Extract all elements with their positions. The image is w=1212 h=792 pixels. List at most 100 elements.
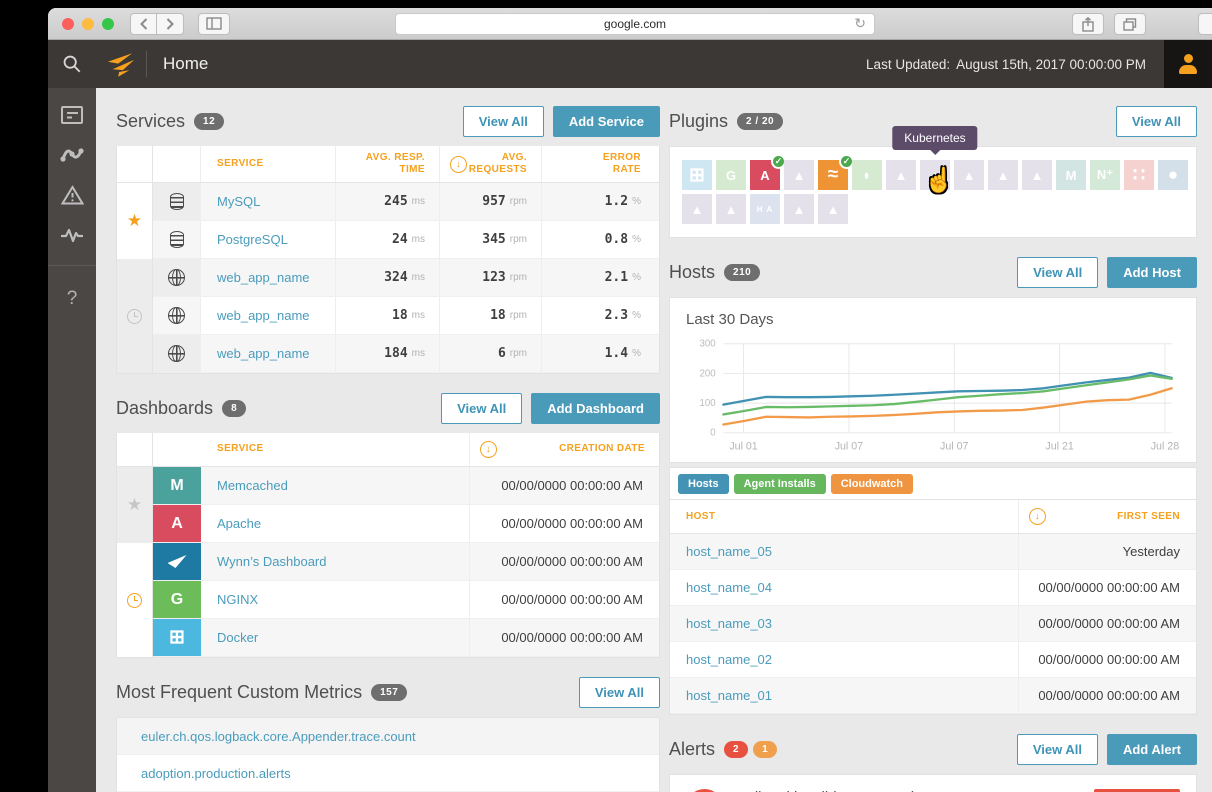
clock-icon[interactable] (127, 308, 142, 324)
plugin-tile[interactable]: H A ✓ ☝ (750, 194, 780, 224)
dashboard-tile-icon (153, 543, 201, 580)
chart-title: Last 30 Days (686, 311, 774, 328)
star-icon[interactable]: ★ (126, 495, 143, 514)
metric-link[interactable]: euler.ch.qos.logback.core.Appender.trace… (141, 728, 416, 744)
close-window-button[interactable] (62, 17, 74, 30)
sort-desc-icon[interactable] (450, 155, 467, 173)
tabs-overview-button[interactable] (1114, 13, 1146, 35)
sidebar-toggle-button[interactable] (198, 12, 230, 35)
creation-date-cell: 00/00/0000 00:00:00 AM (469, 581, 659, 618)
plugins-view-all-button[interactable]: View All (1115, 105, 1197, 137)
host-link[interactable]: host_name_05 (686, 544, 773, 559)
add-dashboard-button[interactable]: Add Dashboard (531, 392, 660, 424)
col-creation-date[interactable]: CREATION DATE (469, 433, 659, 466)
dashboard-link[interactable]: NGINX (217, 592, 259, 607)
service-link[interactable]: PostgreSQL (217, 232, 288, 247)
plugin-tile[interactable]: ▲ ✓ ☝ (954, 160, 984, 190)
service-link[interactable]: web_app_name (217, 346, 310, 361)
plugin-tile[interactable]: ▲ ✓ ☝ (818, 194, 848, 224)
metric-link[interactable]: adoption.production.alerts (141, 765, 291, 781)
legend-chip[interactable]: Hosts (678, 474, 729, 494)
services-view-all-button[interactable]: View All (462, 105, 544, 137)
alerts-header: Alerts 2 1 View All Add Alert (669, 733, 1197, 765)
sidebar-item-reports[interactable] (61, 106, 83, 124)
plugin-tile[interactable]: ⊞ ✓ ☝ (682, 160, 712, 190)
creation-date-cell: 00/00/0000 00:00:00 AM (469, 505, 659, 542)
favorites-group-marker: ★ (117, 467, 152, 543)
share-button[interactable] (1072, 13, 1104, 35)
dashboard-link[interactable]: Apache (217, 516, 262, 531)
plugin-tile[interactable]: ● ✓ ☝ (1158, 160, 1188, 190)
plugin-tile[interactable]: ▲ ✓ ☝ (886, 160, 916, 190)
last-updated-value: August 15th, 2017 00:00:00 PM (956, 56, 1146, 72)
sidebar-item-search[interactable] (48, 40, 96, 88)
plugin-tile[interactable]: ▲ ✓ ☝ (988, 160, 1018, 190)
hosts-view-all-button[interactable]: View All (1017, 256, 1099, 288)
plugin-tile[interactable]: ∷ ✓ ☝ (1124, 160, 1154, 190)
hosts-count-badge: 210 (724, 263, 761, 281)
metrics-view-all-button[interactable]: View All (578, 676, 660, 708)
legend-chip[interactable]: Cloudwatch (830, 474, 914, 494)
host-link[interactable]: host_name_03 (686, 616, 773, 631)
plugin-tile[interactable]: ▲ ✓ ☝ (1022, 160, 1052, 190)
user-menu[interactable] (1164, 40, 1212, 88)
service-link[interactable]: web_app_name (217, 308, 310, 323)
address-bar[interactable]: google.com ↻ (395, 13, 875, 35)
sort-desc-icon[interactable] (480, 441, 497, 458)
svg-text:Jul 07: Jul 07 (835, 440, 863, 452)
plugin-tile[interactable]: ▲ ✓ ☝ (784, 160, 814, 190)
sidebar-item-help[interactable]: ? (67, 288, 78, 310)
plugin-tile[interactable]: ▲ ✓ Kubernetes ☝ (892, 126, 978, 194)
col-error-rate[interactable]: ERROR RATE (541, 146, 659, 182)
plugin-tile[interactable]: ▲ ✓ ☝ (716, 194, 746, 224)
add-host-button[interactable]: Add Host (1107, 256, 1197, 288)
host-link[interactable]: host_name_02 (686, 652, 773, 667)
service-link[interactable]: web_app_name (217, 270, 310, 285)
col-first-seen[interactable]: FIRST SEEN (1018, 500, 1196, 533)
zoom-window-button[interactable] (102, 17, 114, 30)
dashboard-link[interactable]: Docker (217, 630, 259, 645)
reload-icon[interactable]: ↻ (854, 15, 866, 31)
user-icon (1177, 54, 1199, 74)
plugin-tile[interactable]: G ✓ ☝ (716, 160, 746, 190)
alerts-view-all-button[interactable]: View All (1016, 733, 1098, 765)
star-icon[interactable]: ★ (126, 211, 143, 230)
col-service[interactable]: SERVICE (217, 157, 264, 169)
service-row: PostgreSQL 24 ms 345 rpm 0.8% (153, 221, 659, 259)
sidebar-item-alerts[interactable] (60, 185, 84, 205)
plugin-tile[interactable]: ▲ ✓ ☝ (682, 194, 712, 224)
add-service-button[interactable]: Add Service (552, 105, 660, 137)
sidebar-item-traces[interactable] (60, 146, 84, 163)
forward-button[interactable] (157, 12, 184, 35)
dashboards-view-all-button[interactable]: View All (441, 392, 523, 424)
plugin-tile[interactable]: A ✓ ☝ (750, 154, 786, 190)
plugin-tile[interactable]: N⁺ ✓ ☝ (1090, 160, 1120, 190)
plugin-tile[interactable]: ● ✓ ☝ (852, 160, 882, 190)
col-avg-resp-time[interactable]: AVG. RESP. TIME (335, 146, 439, 182)
col-avg-requests[interactable]: AVG. REQUESTS (439, 146, 541, 182)
pulse-icon (61, 228, 83, 243)
col-host[interactable]: HOST (686, 511, 716, 522)
creation-date-cell: 00/00/0000 00:00:00 AM (469, 543, 659, 580)
col-service[interactable]: SERVICE (217, 443, 264, 455)
clock-icon[interactable] (127, 592, 142, 608)
sidebar-item-metrics[interactable] (60, 227, 84, 243)
legend-chip[interactable]: Agent Installs (733, 474, 826, 494)
service-link[interactable]: MySQL (217, 194, 261, 209)
svg-text:0: 0 (710, 428, 715, 439)
add-alert-button[interactable]: Add Alert (1106, 733, 1197, 765)
first-seen-cell: 00/00/0000 00:00:00 AM (1018, 678, 1196, 713)
sort-desc-icon[interactable] (1029, 508, 1046, 525)
host-link[interactable]: host_name_04 (686, 580, 773, 595)
dashboard-link[interactable]: Memcached (217, 478, 288, 493)
hosts-line-chart: 0 100 200 300 Jul 01 Jul 07 Jul 07 Jul 21 Jul 28 (686, 336, 1180, 458)
host-link[interactable]: host_name_01 (686, 688, 773, 703)
resolve-button[interactable]: Resolve (1094, 789, 1180, 792)
plugin-tile[interactable]: M ✓ ☝ (1056, 160, 1086, 190)
plugin-tile[interactable]: ▲ ✓ ☝ (784, 194, 814, 224)
solarwinds-logo[interactable] (96, 51, 146, 78)
dashboard-link[interactable]: Wynn’s Dashboard (217, 554, 327, 569)
minimize-window-button[interactable] (82, 17, 94, 30)
plugin-tile[interactable]: ≈ ✓ ☝ (818, 154, 854, 190)
back-button[interactable] (130, 12, 157, 35)
